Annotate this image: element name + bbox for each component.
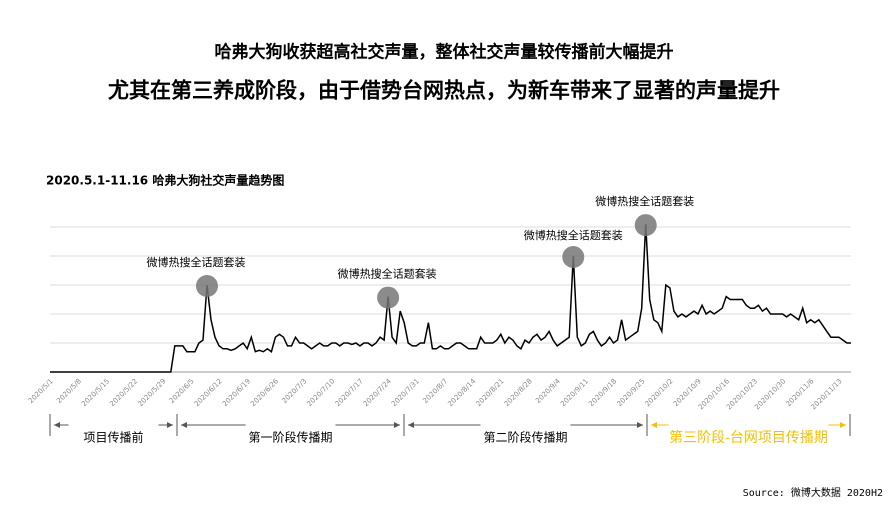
x-tick-label: 2020/7/17 [334, 377, 365, 408]
phase-label-bg [68, 416, 159, 434]
x-tick-label: 2020/5/22 [108, 377, 139, 408]
x-tick-label: 2020/10/2 [644, 377, 675, 408]
x-tick-label: 2020/9/4 [534, 377, 562, 405]
x-tick-label: 2020/5/29 [136, 377, 167, 408]
highlight-dot [562, 246, 585, 268]
x-tick-label: 2020/5/8 [55, 377, 83, 405]
arrow-head [394, 422, 400, 428]
arrow-head [637, 422, 643, 428]
phase-label-bg [245, 416, 336, 434]
highlight-dot [634, 214, 657, 237]
x-tick-label: 2020/5/1 [27, 377, 55, 405]
x-tick-label: 2020/8/14 [446, 377, 477, 408]
phase-label: 第一阶段传播期 [248, 430, 332, 445]
x-tick-label: 2020/9/25 [615, 377, 646, 408]
arrow-head [167, 422, 173, 428]
x-tick-label: 2020/7/24 [362, 377, 393, 408]
phase-label: 项目传播前 [83, 430, 143, 445]
chart-title: 2020.5.1-11.16 哈弗大狗社交声量趋势图 [46, 173, 284, 188]
x-tick-label: 2020/8/7 [421, 377, 449, 405]
arrow-head [181, 422, 187, 428]
x-tick-label: 2020/8/28 [503, 377, 534, 408]
phase-label-bg [480, 416, 571, 434]
headline: 哈弗大狗收获超高社交声量，整体社交声量较传播前大幅提升 [215, 42, 674, 63]
annotation: 微博热搜全话题套装 [595, 194, 694, 208]
x-tick-label: 2020/7/3 [281, 377, 309, 405]
highlight-dot [377, 286, 400, 309]
arrow-head [54, 422, 60, 428]
x-tick-label: 2020/6/5 [168, 377, 196, 405]
arrow-head [840, 422, 846, 428]
volume-line [50, 224, 851, 373]
x-tick-label: 2020/9/18 [587, 377, 618, 408]
arrow-head [408, 422, 414, 428]
sub-headline: 尤其在第三养成阶段，由于借势台网热点，为新车带来了显著的声量提升 [108, 78, 780, 103]
annotation: 微博热搜全话题套装 [524, 228, 623, 242]
x-tick-label: 2020/6/19 [221, 377, 252, 408]
source: Source: 微博大数据 2020H2 [743, 486, 883, 499]
x-tick-label: 2020/9/11 [559, 377, 590, 408]
x-tick-label: 2020/6/12 [193, 377, 224, 408]
x-tick-label: 2020/8/21 [475, 377, 506, 408]
x-tick-label: 2020/7/31 [390, 377, 421, 408]
annotation: 微博热搜全话题套装 [338, 267, 437, 281]
phase-label: 第二阶段传播期 [483, 430, 567, 445]
highlight-dot [195, 275, 218, 297]
phase-label-bg [668, 416, 829, 434]
x-tick-label: 2020/6/26 [249, 377, 280, 408]
x-tick-label: 2020/7/10 [306, 377, 337, 408]
arrow-head [651, 422, 657, 428]
phase-label: 第三阶段-台网项目传播期 [669, 429, 828, 446]
x-tick-label: 2020/5/15 [80, 377, 111, 408]
annotation: 微博热搜全话题套装 [146, 255, 245, 269]
